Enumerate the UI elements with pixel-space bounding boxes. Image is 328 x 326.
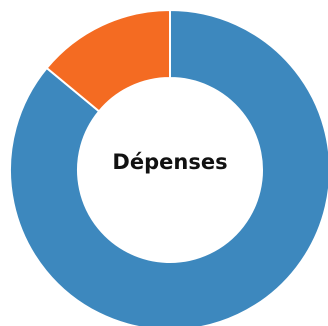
donut-slice-0 (9, 8, 328, 326)
donut-slice-1 (45, 8, 171, 113)
donut-center-label: Dépenses (112, 150, 228, 174)
